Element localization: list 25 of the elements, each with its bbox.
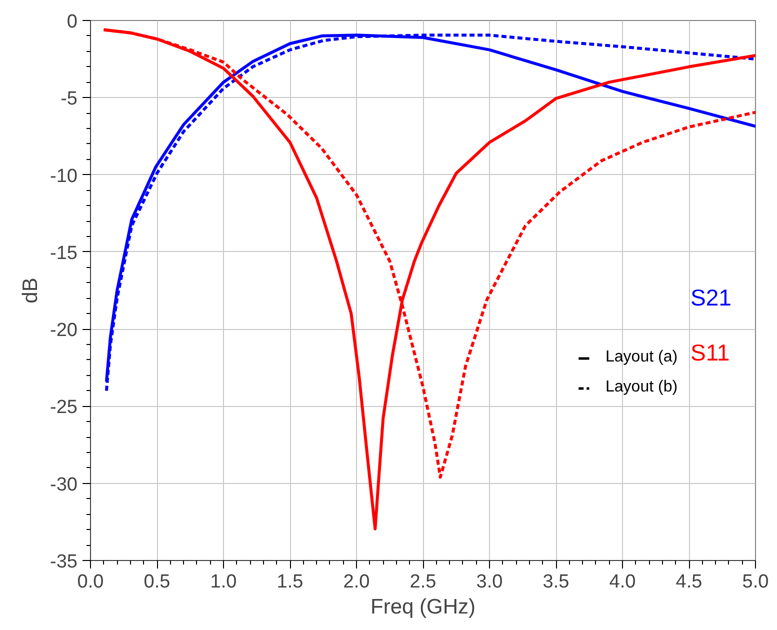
- y-tick-label: -15: [50, 242, 78, 264]
- x-axis-title: Freq (GHz): [370, 596, 476, 618]
- x-tick-label: 4.0: [609, 572, 636, 592]
- text: S21: [690, 284, 732, 310]
- x-tick-label: 1.5: [276, 572, 304, 592]
- y-tick-label: -30: [50, 474, 78, 496]
- x-tick-label: 5.0: [742, 572, 769, 592]
- x-tick-label: 1.0: [210, 572, 237, 592]
- x-tick-label: 0.5: [144, 572, 170, 592]
- x-tick-label: 2.5: [410, 572, 436, 592]
- x-tick-label: 0.0: [77, 572, 104, 592]
- annotation: Layout (a): [606, 348, 678, 366]
- x-tick-label: 3.5: [542, 572, 570, 592]
- y-tick-label: -25: [50, 397, 78, 418]
- y-tick-label: -10: [50, 166, 78, 187]
- y-tick-label: -35: [50, 552, 78, 572]
- y-tick-label: 0: [66, 12, 78, 32]
- x-tick-label: 4.5: [676, 572, 702, 592]
- text: S11: [690, 340, 730, 366]
- x-tick-label: 3.0: [476, 572, 503, 592]
- x-tick-label: 2.0: [343, 572, 370, 592]
- annotation: Layout (b): [606, 378, 678, 396]
- y-axis-title: dB: [19, 278, 42, 304]
- y-tick-label: -5: [60, 88, 78, 110]
- y-tick-label: -20: [50, 320, 78, 342]
